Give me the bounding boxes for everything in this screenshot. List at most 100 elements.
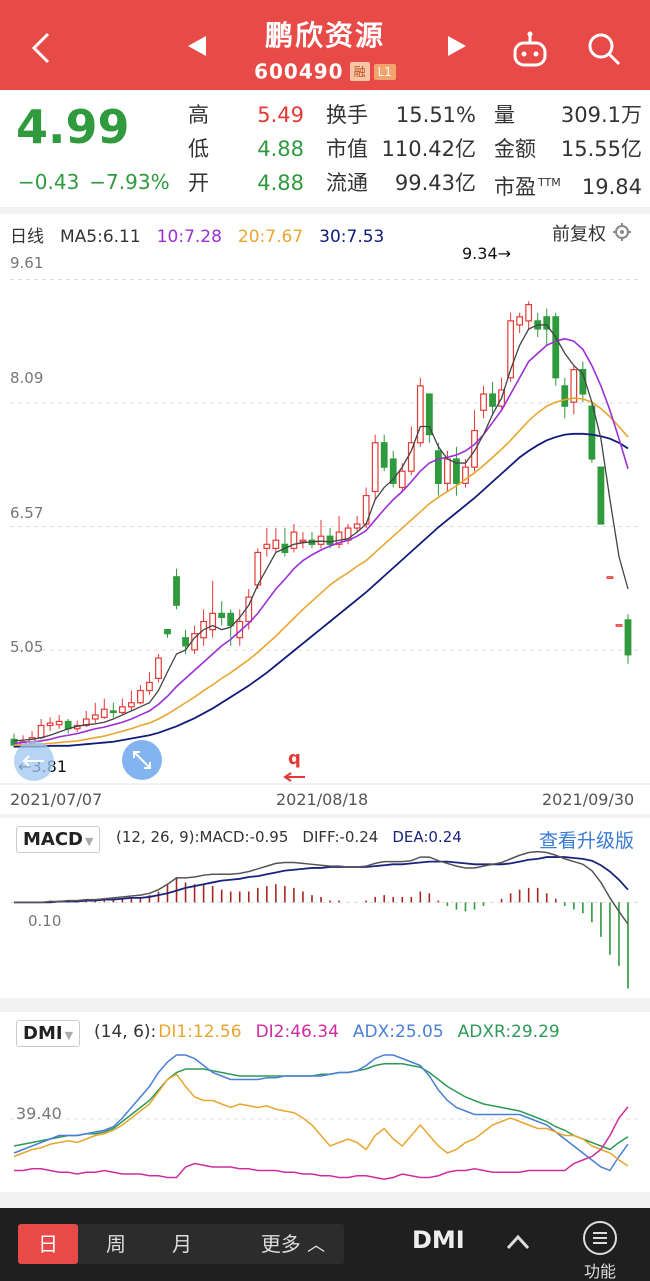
- date-tick: 2021/09/30: [542, 790, 635, 809]
- margin-badge: 融: [349, 62, 370, 81]
- diff-line: [14, 850, 629, 925]
- candle-body: [570, 369, 578, 403]
- back-icon[interactable]: [22, 28, 62, 68]
- candle-body: [146, 681, 153, 692]
- expand-icon[interactable]: [120, 738, 164, 782]
- ma5-line: [13, 324, 629, 742]
- tab-day[interactable]: 日: [18, 1224, 78, 1264]
- candle-body: [606, 576, 614, 579]
- market-cap-value: 110.42亿: [381, 137, 476, 161]
- candle-body: [552, 316, 560, 379]
- search-icon[interactable]: [585, 30, 623, 68]
- period-label[interactable]: 日线: [10, 227, 44, 247]
- date-tick: 2021/08/18: [276, 790, 369, 809]
- diff-value: DIFF:-0.24: [302, 828, 379, 846]
- stock-code-row: 600490 融 L1: [0, 58, 650, 84]
- candle-body: [182, 637, 189, 647]
- more-label: 更多: [260, 1232, 301, 1256]
- low-label: 低: [188, 137, 209, 161]
- volume-value: 309.1万: [560, 103, 642, 127]
- ma30-line: [14, 432, 629, 748]
- drag-handle-icon[interactable]: [12, 739, 56, 783]
- candle-body: [164, 629, 171, 635]
- prev-stock-icon[interactable]: [186, 34, 208, 58]
- candle-body: [624, 619, 632, 656]
- candle-body: [453, 458, 460, 484]
- candle-body: [100, 708, 108, 718]
- candle-body: [398, 470, 406, 489]
- float-cap-value: 99.43亿: [394, 171, 476, 195]
- ma-legend: 日线 MA5:6.11 10:7.28 20:7.67 30:7.53: [10, 222, 400, 247]
- dmi-axis-label: 39.40: [16, 1104, 62, 1123]
- stock-name: 鹏欣资源: [264, 19, 385, 52]
- menu-icon[interactable]: [582, 1220, 618, 1256]
- q-marker: q: [288, 748, 301, 769]
- low-value: 4.88: [257, 137, 304, 161]
- chevron-up-icon: ︿: [307, 1235, 326, 1256]
- candle-body: [416, 385, 424, 444]
- next-stock-icon[interactable]: [446, 34, 468, 58]
- di2-value: DI2:46.34: [255, 1022, 339, 1042]
- open-label: 开: [188, 171, 209, 195]
- price-tick: 8.09: [10, 369, 44, 387]
- tab-week[interactable]: 周: [106, 1232, 126, 1256]
- level-badge: L1: [373, 63, 396, 80]
- dea-value: DEA:0.24: [392, 828, 462, 846]
- candle-body: [118, 706, 126, 714]
- stock-code: 600490: [254, 59, 344, 84]
- amount-label: 金额: [494, 137, 536, 161]
- candle-body: [299, 539, 307, 543]
- robot-assistant-icon[interactable]: [510, 30, 550, 70]
- candle-body: [371, 442, 379, 493]
- tab-month[interactable]: 月: [172, 1232, 192, 1256]
- candle-body: [317, 535, 325, 545]
- adxr-line: [13, 1063, 629, 1151]
- dmi-panel[interactable]: DMI ▼ (14, 6): DI1:12.56 DI2:46.34 ADX:25.05…: [0, 1012, 650, 1192]
- amount-value: 15.55亿: [560, 137, 642, 161]
- candle-body: [480, 393, 487, 411]
- macd-value: (12, 26, 9):MACD:-0.95: [116, 828, 289, 846]
- candle-body: [597, 466, 605, 525]
- dmi-selector[interactable]: DMI ▼: [16, 1020, 81, 1047]
- open-value: 4.88: [257, 171, 304, 195]
- high-label: 高: [188, 103, 209, 127]
- candlestick-chart[interactable]: [0, 214, 650, 814]
- kline-panel[interactable]: 日线 MA5:6.11 10:7.28 20:7.67 30:7.53 前复权 9.61…: [0, 214, 650, 814]
- upgrade-link[interactable]: 查看升级版: [538, 830, 634, 852]
- candle-body: [471, 429, 478, 468]
- quote-panel: 4.99 −0.43 −7.93% 高 5.49 低 4.88 开 4.88 换手 15.…: [0, 90, 650, 207]
- price-tick: 9.61: [10, 254, 44, 272]
- candle-body: [425, 393, 433, 436]
- candle-body: [444, 458, 451, 484]
- chevron-down-icon: ▼: [85, 835, 94, 848]
- candle-body: [507, 320, 515, 379]
- candle-body: [290, 531, 298, 549]
- macd-panel[interactable]: MACD ▼ (12, 26, 9):MACD:-0.95 DIFF:-0.24 DE…: [0, 818, 650, 998]
- date-tick: 2021/07/07: [10, 790, 103, 809]
- candle-body: [263, 543, 271, 549]
- di1-value: DI1:12.56: [158, 1022, 242, 1042]
- adx-line: [13, 1054, 629, 1172]
- adjust-label: 前复权: [552, 224, 606, 245]
- candle-body: [543, 316, 551, 330]
- candle-body: [218, 612, 226, 619]
- macd-selector[interactable]: MACD ▼: [16, 826, 101, 853]
- candle-body: [272, 539, 280, 549]
- candle-body: [227, 612, 235, 627]
- candle-body: [109, 710, 117, 714]
- adjust-toggle[interactable]: 前复权: [552, 220, 606, 246]
- candle-body: [434, 450, 442, 484]
- indicator-switch[interactable]: DMI: [412, 1226, 465, 1254]
- ma30-legend: 30:7.53: [319, 227, 385, 247]
- candle-body: [561, 385, 569, 407]
- candle-body: [82, 718, 90, 727]
- tab-more[interactable]: 更多 ︿: [246, 1224, 340, 1264]
- di2-line: [14, 1106, 629, 1181]
- gear-icon[interactable]: [612, 222, 632, 242]
- quote-col-vol: 量 309.1万 金额 15.55亿 市盈 TTM 19.84: [494, 98, 642, 200]
- turnover-value: 15.51%: [395, 103, 476, 127]
- left-arrow-icon: [283, 772, 305, 782]
- float-cap-label: 流通: [326, 171, 368, 195]
- chevron-up-icon[interactable]: [505, 1232, 531, 1252]
- func-label[interactable]: 功能: [584, 1262, 617, 1281]
